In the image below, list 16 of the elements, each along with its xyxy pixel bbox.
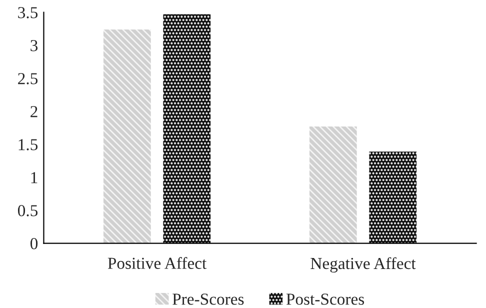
legend-label: Pre-Scores	[172, 294, 244, 305]
bar	[103, 29, 151, 244]
bar	[163, 14, 211, 244]
bar	[309, 126, 357, 244]
x-tick-label: Negative Affect	[310, 257, 416, 273]
legend-label: Post-Scores	[286, 294, 364, 305]
y-tick-label: 3	[30, 40, 38, 52]
y-tick-label: 0.5	[18, 205, 38, 216]
y-tick-label: 1	[31, 172, 38, 184]
y-tick-label: 1.5	[18, 139, 38, 150]
y-tick-label: 2	[30, 106, 38, 118]
bar	[369, 152, 417, 244]
x-tick-label: Positive Affect	[108, 257, 207, 269]
y-tick-label: 0	[30, 238, 38, 250]
y-tick-label: 2.5	[18, 73, 38, 84]
y-tick-label: 3.5	[18, 7, 38, 18]
